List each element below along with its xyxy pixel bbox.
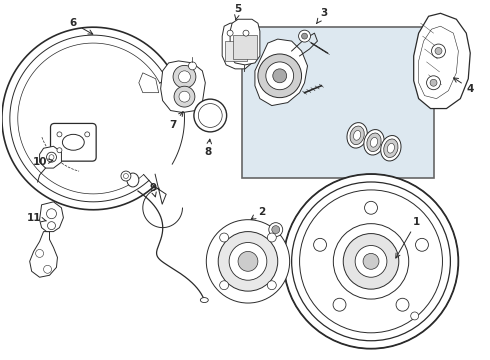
Polygon shape [230, 19, 260, 65]
Polygon shape [161, 61, 205, 113]
Circle shape [333, 298, 346, 311]
Circle shape [173, 66, 196, 88]
Circle shape [435, 48, 442, 54]
Circle shape [343, 234, 399, 289]
Circle shape [178, 71, 191, 83]
Text: 1: 1 [396, 217, 420, 258]
Circle shape [258, 54, 301, 98]
Circle shape [227, 30, 233, 36]
FancyBboxPatch shape [50, 123, 96, 161]
Circle shape [218, 231, 278, 291]
Text: 11: 11 [26, 213, 47, 223]
Text: 8: 8 [205, 139, 212, 157]
Circle shape [220, 281, 229, 290]
Bar [242, 27, 434, 178]
Ellipse shape [381, 135, 401, 161]
Circle shape [243, 30, 249, 36]
Bar [225, 41, 247, 61]
Circle shape [333, 224, 409, 299]
Text: 10: 10 [32, 157, 53, 167]
Text: 5: 5 [234, 4, 242, 20]
Ellipse shape [62, 134, 84, 150]
Circle shape [174, 86, 195, 107]
Circle shape [416, 238, 428, 251]
Circle shape [36, 249, 44, 257]
Text: 3: 3 [317, 8, 328, 23]
Circle shape [314, 238, 326, 251]
Text: 4: 4 [454, 78, 474, 94]
Circle shape [411, 312, 418, 320]
Circle shape [48, 222, 55, 230]
Circle shape [432, 44, 445, 58]
Ellipse shape [347, 123, 368, 148]
Circle shape [363, 253, 379, 269]
Circle shape [123, 174, 128, 179]
Circle shape [44, 265, 51, 273]
Circle shape [268, 281, 276, 290]
Circle shape [272, 226, 280, 234]
Circle shape [57, 132, 62, 137]
Ellipse shape [354, 130, 361, 140]
Circle shape [427, 76, 441, 90]
Circle shape [229, 243, 267, 280]
Polygon shape [30, 231, 57, 277]
Ellipse shape [384, 139, 398, 158]
Circle shape [268, 233, 276, 242]
Circle shape [194, 99, 227, 132]
Circle shape [47, 209, 56, 219]
Circle shape [49, 155, 54, 159]
Circle shape [57, 148, 62, 153]
Ellipse shape [370, 138, 378, 147]
Text: 2: 2 [251, 207, 266, 220]
Ellipse shape [127, 173, 139, 187]
Ellipse shape [367, 133, 381, 152]
Polygon shape [40, 202, 63, 231]
Text: 6: 6 [70, 18, 93, 34]
Ellipse shape [350, 126, 364, 145]
Polygon shape [255, 39, 308, 105]
Ellipse shape [387, 143, 394, 153]
Circle shape [301, 33, 308, 39]
Circle shape [85, 132, 90, 137]
Circle shape [284, 174, 458, 349]
Circle shape [266, 62, 294, 90]
Circle shape [189, 62, 196, 70]
Circle shape [273, 69, 287, 83]
Polygon shape [222, 23, 252, 69]
Circle shape [430, 79, 437, 86]
Text: 7: 7 [169, 112, 183, 130]
Circle shape [396, 298, 409, 311]
Circle shape [198, 104, 222, 127]
Circle shape [298, 30, 311, 42]
Circle shape [355, 246, 387, 277]
Ellipse shape [200, 298, 208, 302]
Circle shape [47, 152, 56, 162]
Bar [233, 35, 257, 59]
Circle shape [220, 233, 229, 242]
Polygon shape [414, 13, 470, 109]
Circle shape [269, 223, 283, 237]
Circle shape [121, 171, 131, 181]
Circle shape [179, 91, 190, 102]
Polygon shape [40, 146, 61, 168]
Polygon shape [139, 73, 159, 93]
Circle shape [206, 220, 290, 303]
Text: 9: 9 [149, 183, 156, 197]
Circle shape [238, 251, 258, 271]
Ellipse shape [364, 130, 384, 155]
Circle shape [365, 201, 377, 214]
